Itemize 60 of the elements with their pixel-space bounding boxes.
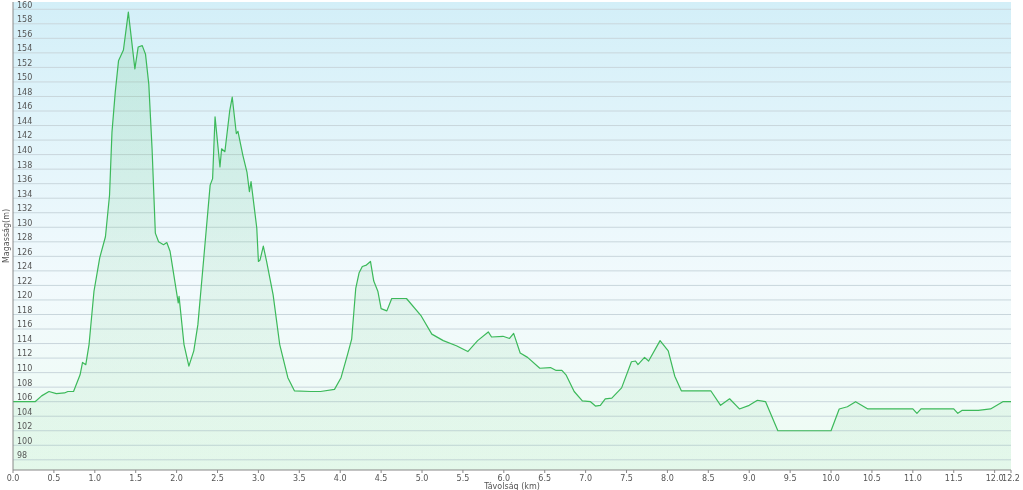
- y-tick-label: 118: [17, 305, 33, 315]
- y-tick-label: 102: [17, 422, 33, 432]
- x-tick-label: 4.0: [333, 474, 347, 483]
- y-tick-label: 136: [17, 175, 33, 185]
- x-tick-label: 10.0: [822, 474, 840, 483]
- x-tick-label: 4.5: [374, 474, 388, 483]
- x-tick-label: 5.5: [456, 474, 470, 483]
- y-tick-label: 104: [17, 407, 33, 417]
- y-tick-label: 158: [17, 15, 33, 25]
- x-axis-title: Távolság (km): [483, 482, 540, 490]
- x-tick-label: 6.0: [497, 474, 511, 483]
- x-tick-label: 9.0: [742, 474, 756, 483]
- x-tick-label: 3.5: [292, 474, 306, 483]
- x-tick-label: 12.2: [1002, 474, 1020, 483]
- y-tick-label: 114: [17, 334, 33, 344]
- x-tick-label: 6.5: [538, 474, 552, 483]
- y-tick-label: 100: [17, 436, 33, 446]
- x-tick-label: 0.0: [6, 474, 20, 483]
- y-tick-label: 106: [17, 393, 33, 403]
- y-tick-label: 132: [17, 204, 33, 214]
- x-tick-label: 11.0: [903, 474, 922, 483]
- y-tick-label: 130: [17, 218, 33, 228]
- y-tick-label: 116: [17, 320, 33, 330]
- y-tick-label: 128: [17, 233, 33, 243]
- y-tick-label: 142: [17, 131, 33, 141]
- x-tick-label: 1.5: [129, 474, 143, 483]
- y-tick-label: 122: [17, 276, 33, 286]
- x-tick-label: 5.0: [415, 474, 429, 483]
- y-tick-label: 110: [17, 364, 33, 374]
- y-tick-label: 108: [17, 378, 33, 388]
- x-tick-label: 1.0: [88, 474, 102, 483]
- y-tick-label: 146: [17, 102, 33, 112]
- x-tick-label: 3.0: [252, 474, 265, 483]
- y-tick-label: 148: [17, 87, 33, 97]
- y-tick-label: 144: [17, 116, 33, 126]
- y-tick-label: 120: [17, 291, 33, 301]
- x-tick-label: 2.0: [170, 474, 183, 483]
- y-tick-label: 156: [17, 29, 33, 39]
- x-tick-label: 8.0: [661, 474, 674, 483]
- x-tick-label: 7.5: [620, 474, 633, 483]
- y-tick-label: 124: [17, 262, 33, 272]
- y-tick-label: 138: [17, 160, 33, 170]
- y-tick-label: 112: [17, 349, 33, 359]
- y-tick-label: 134: [17, 189, 33, 199]
- y-tick-label: 140: [17, 146, 33, 156]
- y-axis-title: Magasság(m): [2, 208, 11, 264]
- x-tick-label: 10.5: [863, 474, 881, 483]
- y-tick-label: 160: [17, 0, 33, 10]
- y-tick-label: 152: [17, 58, 33, 68]
- x-tick-label: 8.5: [701, 474, 715, 483]
- y-tick-label: 154: [17, 44, 33, 54]
- x-tick-label: 0.5: [47, 474, 61, 483]
- x-tick-label: 2.5: [211, 474, 224, 483]
- x-tick-label: 11.5: [944, 474, 963, 483]
- x-tick-label: 12.0: [985, 474, 1004, 483]
- x-tick-label: 7.0: [579, 474, 592, 483]
- y-tick-label: 98: [17, 451, 28, 461]
- x-tick-label: 9.5: [783, 474, 797, 483]
- y-tick-label: 126: [17, 247, 33, 257]
- y-tick-label: 150: [17, 73, 33, 83]
